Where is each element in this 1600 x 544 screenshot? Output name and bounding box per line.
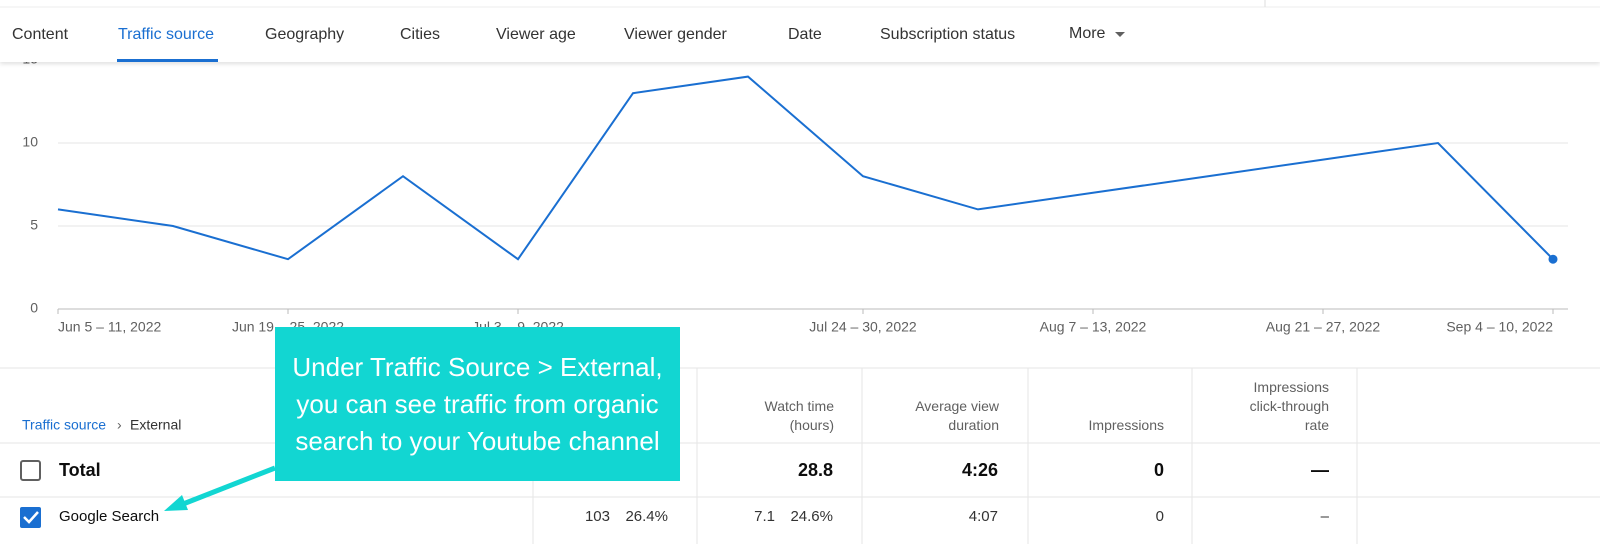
arrow-head (164, 495, 188, 511)
tab[interactable]: Date (788, 26, 822, 43)
cell: 0 (1156, 508, 1164, 525)
checkbox[interactable] (20, 460, 41, 481)
x-tick-label: Jul 24 – 30, 2022 (809, 319, 917, 335)
tab[interactable]: Geography (265, 26, 344, 43)
cell: – (1321, 508, 1330, 525)
cell: — (1311, 460, 1329, 480)
cell: 0 (1154, 460, 1164, 480)
tab[interactable]: Viewer gender (624, 26, 728, 43)
x-tick-label: Aug 7 – 13, 2022 (1040, 319, 1147, 335)
line (57, 75, 1554, 261)
cell: 4:07 (969, 508, 998, 525)
y-tick-label: 0 (30, 300, 38, 316)
callout: Under Traffic Source > External, you can… (275, 327, 680, 481)
tab[interactable]: Subscription status (880, 26, 1015, 43)
tab[interactable]: Content (12, 26, 69, 43)
arrow (177, 465, 276, 509)
checkbox-checked[interactable] (20, 507, 41, 528)
breadcrumb-link[interactable]: Traffic source (22, 417, 106, 433)
tab[interactable]: Traffic source (118, 26, 214, 43)
tab[interactable]: Cities (400, 26, 440, 43)
column-header: Average view duration (915, 398, 999, 433)
table: › Traffic source External Total 28.8 4:26 0 — G… (0, 367, 1600, 544)
y-tick-label: 10 (22, 134, 38, 150)
tab[interactable]: More (1069, 25, 1106, 42)
point (1548, 254, 1558, 264)
tab-bar (0, 0, 1600, 62)
column-header: Impressions click-through rate (1249, 379, 1329, 433)
tab[interactable]: Viewer age (496, 26, 576, 43)
cell: 103 (585, 508, 610, 525)
column-header: Impressions (1088, 417, 1164, 433)
caret (1115, 32, 1125, 37)
cell: 26.4% (625, 508, 668, 525)
tab-underline (117, 59, 218, 62)
tabs: Content Traffic source Geography Cities View… (12, 25, 1106, 43)
row-label: Total (59, 460, 101, 480)
x-tick-label: Sep 4 – 10, 2022 (1446, 319, 1553, 335)
breadcrumb-current: External (130, 417, 181, 433)
cell: 28.8 (798, 460, 833, 480)
row-label: Google Search (59, 508, 159, 525)
x-tick-label: Aug 21 – 27, 2022 (1266, 319, 1381, 335)
cell: 24.6% (790, 508, 833, 525)
y-tick-label: 5 (30, 217, 38, 233)
cell: 7.1 (754, 508, 775, 525)
column-header: Watch time (hours) (764, 398, 835, 433)
cell: 4:26 (962, 460, 998, 480)
x-tick-label: Jun 5 – 11, 2022 (58, 319, 161, 335)
svg-text:›: › (117, 417, 122, 433)
